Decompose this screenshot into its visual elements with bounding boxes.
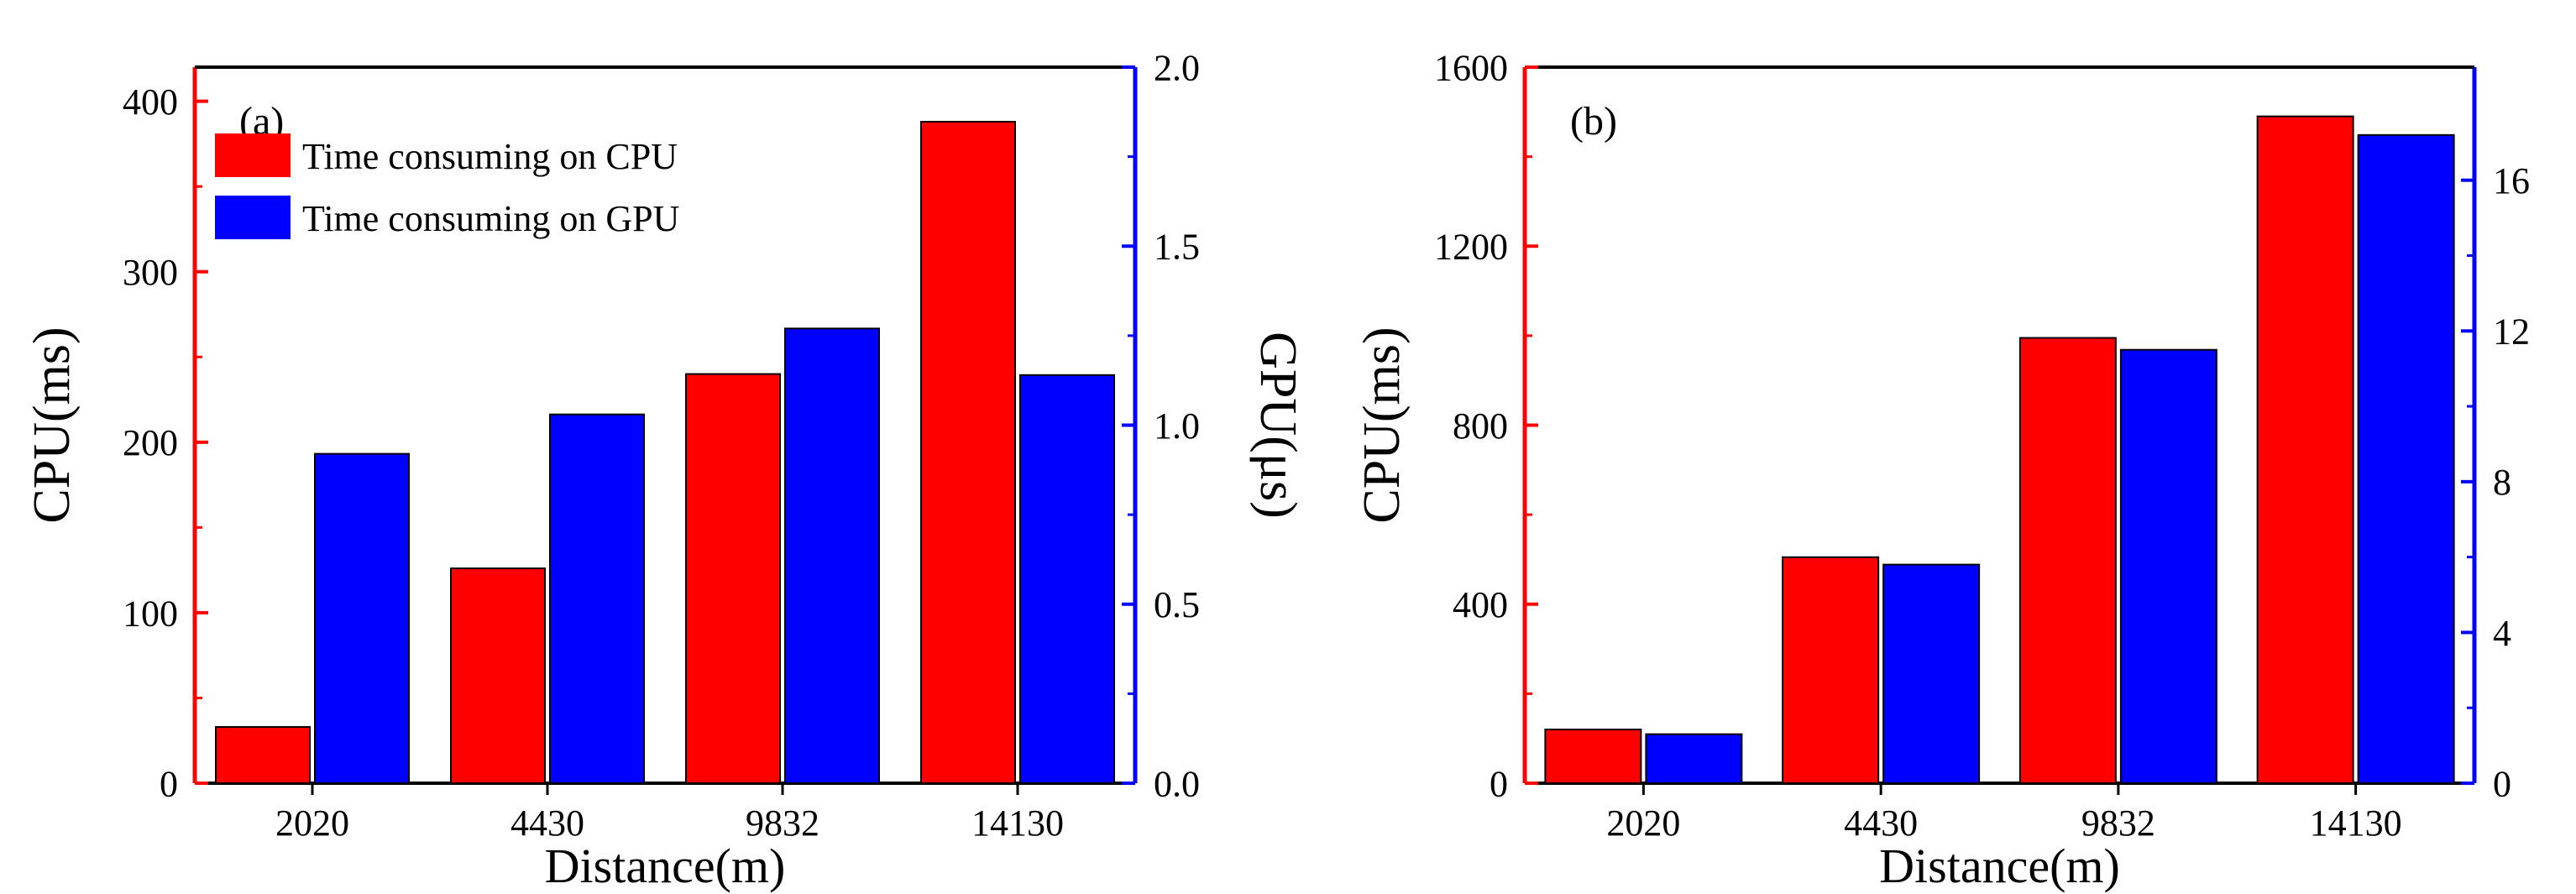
right-tick-label: 1.0: [1154, 405, 1200, 447]
cpu-bar: [920, 120, 1016, 784]
right-tick-label: 4: [2493, 613, 2511, 654]
right-tick-label: 0: [2493, 763, 2511, 804]
x-axis-label: Distance(m): [545, 839, 786, 893]
x-tick-label: 9832: [2081, 803, 2155, 844]
left-tick-label: 1200: [1434, 227, 1508, 268]
gpu-bar: [784, 327, 880, 785]
left-tick-label: 1600: [1434, 47, 1508, 88]
x-tick-label: 4430: [510, 803, 584, 844]
gpu-bar: [2119, 348, 2217, 785]
right-tick-label: 0.5: [1154, 584, 1200, 625]
left-tick-label: 400: [123, 81, 178, 123]
legend-entry: Time consuming on CPU: [302, 136, 678, 177]
right-tick-label: 8: [2493, 462, 2511, 503]
cpu-bar: [1782, 556, 1880, 784]
cpu-bar: [2018, 337, 2117, 784]
x-tick-label: 9832: [746, 803, 819, 844]
right-tick-label: 12: [2493, 311, 2530, 353]
chart-panel-b: 0 400 800 1200 1600 0 4 8 12 16 2020 4430 9832 14130 C…: [1353, 47, 2530, 893]
cpu-bar: [450, 567, 546, 784]
x-tick-label: 4430: [1844, 803, 1918, 844]
gpu-bar: [314, 452, 410, 784]
gpu-bar: [1645, 733, 1743, 784]
left-tick-label: 800: [1453, 405, 1508, 447]
cpu-bar: [685, 373, 781, 784]
x-tick-label: 14130: [971, 803, 1064, 844]
cpu-bar: [215, 725, 311, 785]
left-tick-label: 100: [123, 593, 178, 634]
left-axis-label: CPU(ms): [1353, 327, 1411, 523]
right-axis-label: GPU(μs): [1249, 332, 1306, 519]
left-tick-label: 300: [123, 252, 178, 293]
right-tick-label: 1.5: [1154, 227, 1200, 268]
x-axis-label: Distance(m): [1879, 839, 2120, 893]
cpu-bar: [2256, 115, 2354, 785]
right-tick-label: 0.0: [1154, 763, 1200, 804]
right-tick-label: 16: [2493, 160, 2530, 201]
x-tick-label: 14130: [2310, 803, 2402, 844]
gpu-bar: [2357, 133, 2455, 784]
gpu-bar: [549, 413, 645, 784]
panel-label: (b): [1570, 99, 1617, 144]
left-tick-label: 0: [1490, 763, 1508, 804]
legend-entry: Time consuming on GPU: [302, 198, 679, 239]
left-axis-label: CPU(ms): [24, 327, 81, 523]
left-tick-label: 0: [160, 763, 178, 804]
x-tick-label: 2020: [275, 803, 349, 844]
gpu-bar: [1019, 374, 1115, 784]
legend-swatch: [215, 196, 291, 239]
chart-panel-a: 0 100 200 300 400 0.0 0.5 1.0 1.5 2.0 2020 4430 9832…: [24, 47, 1306, 893]
right-tick-label: 2.0: [1154, 47, 1200, 88]
x-tick-label: 2020: [1606, 803, 1680, 844]
gpu-bar: [1882, 563, 1981, 784]
cpu-bar: [1544, 729, 1642, 785]
left-tick-label: 200: [123, 422, 178, 463]
left-tick-label: 400: [1453, 584, 1508, 625]
legend-swatch: [215, 133, 291, 177]
